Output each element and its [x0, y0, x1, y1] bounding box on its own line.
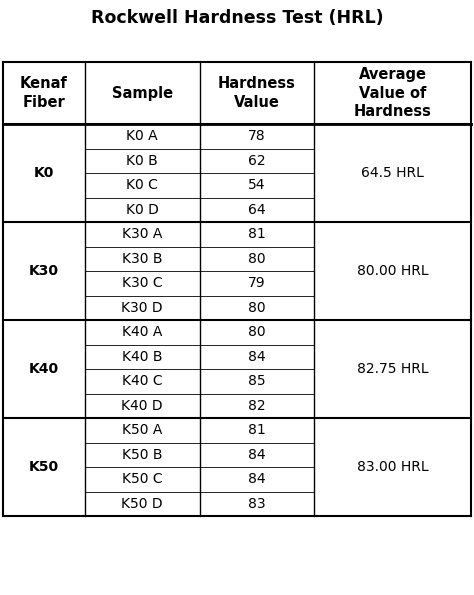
- Text: 83: 83: [248, 497, 266, 511]
- Text: 81: 81: [248, 227, 266, 241]
- Text: 84: 84: [248, 472, 266, 486]
- Text: K40 B: K40 B: [122, 350, 163, 364]
- Text: K0 D: K0 D: [126, 203, 159, 217]
- Text: 62: 62: [248, 154, 266, 168]
- Text: 79: 79: [248, 276, 266, 290]
- Text: K30 A: K30 A: [122, 227, 163, 241]
- Text: K30 D: K30 D: [121, 300, 163, 315]
- Text: 64: 64: [248, 203, 266, 217]
- Text: K30 B: K30 B: [122, 252, 163, 266]
- Text: 80: 80: [248, 252, 266, 266]
- Text: K50 C: K50 C: [122, 472, 163, 486]
- Text: K0 B: K0 B: [127, 154, 158, 168]
- Text: 84: 84: [248, 448, 266, 462]
- Text: K0: K0: [34, 166, 54, 180]
- Text: K30: K30: [29, 264, 59, 278]
- Text: Kenaf
Fiber: Kenaf Fiber: [20, 76, 68, 110]
- Text: Sample: Sample: [112, 86, 173, 101]
- Text: K30 C: K30 C: [122, 276, 163, 290]
- Text: 84: 84: [248, 350, 266, 364]
- Text: K40: K40: [29, 362, 59, 376]
- Text: 83.00 HRL: 83.00 HRL: [357, 460, 428, 474]
- Text: K40 D: K40 D: [121, 399, 163, 413]
- Text: 82.75 HRL: 82.75 HRL: [357, 362, 428, 376]
- Text: K50 B: K50 B: [122, 448, 163, 462]
- Text: 64.5 HRL: 64.5 HRL: [361, 166, 424, 180]
- Text: Average
Value of
Hardness: Average Value of Hardness: [354, 67, 431, 119]
- Text: 54: 54: [248, 178, 265, 192]
- Text: 80: 80: [248, 325, 266, 339]
- Text: 85: 85: [248, 374, 266, 389]
- Text: K0 A: K0 A: [127, 129, 158, 143]
- Text: 80.00 HRL: 80.00 HRL: [357, 264, 428, 278]
- Text: Hardness
Value: Hardness Value: [218, 76, 296, 110]
- Text: K0 C: K0 C: [126, 178, 158, 192]
- Text: K40 C: K40 C: [122, 374, 163, 389]
- Text: Rockwell Hardness Test (HRL): Rockwell Hardness Test (HRL): [91, 9, 383, 27]
- Text: K50: K50: [29, 460, 59, 474]
- Text: 81: 81: [248, 423, 266, 437]
- Text: K40 A: K40 A: [122, 325, 163, 339]
- Text: K50 A: K50 A: [122, 423, 163, 437]
- Text: 78: 78: [248, 129, 266, 143]
- Text: K50 D: K50 D: [121, 497, 163, 511]
- Text: 80: 80: [248, 300, 266, 315]
- Text: 82: 82: [248, 399, 266, 413]
